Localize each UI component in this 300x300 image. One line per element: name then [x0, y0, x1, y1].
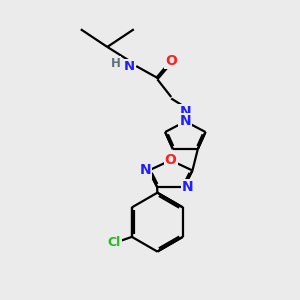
Text: N: N — [179, 114, 191, 128]
Text: O: O — [165, 153, 176, 167]
Text: N: N — [182, 180, 194, 194]
Text: Cl: Cl — [108, 236, 121, 249]
Text: N: N — [179, 105, 191, 119]
Text: N: N — [140, 164, 151, 178]
Text: N: N — [124, 60, 135, 73]
Text: H: H — [111, 57, 121, 70]
Text: O: O — [165, 54, 177, 68]
